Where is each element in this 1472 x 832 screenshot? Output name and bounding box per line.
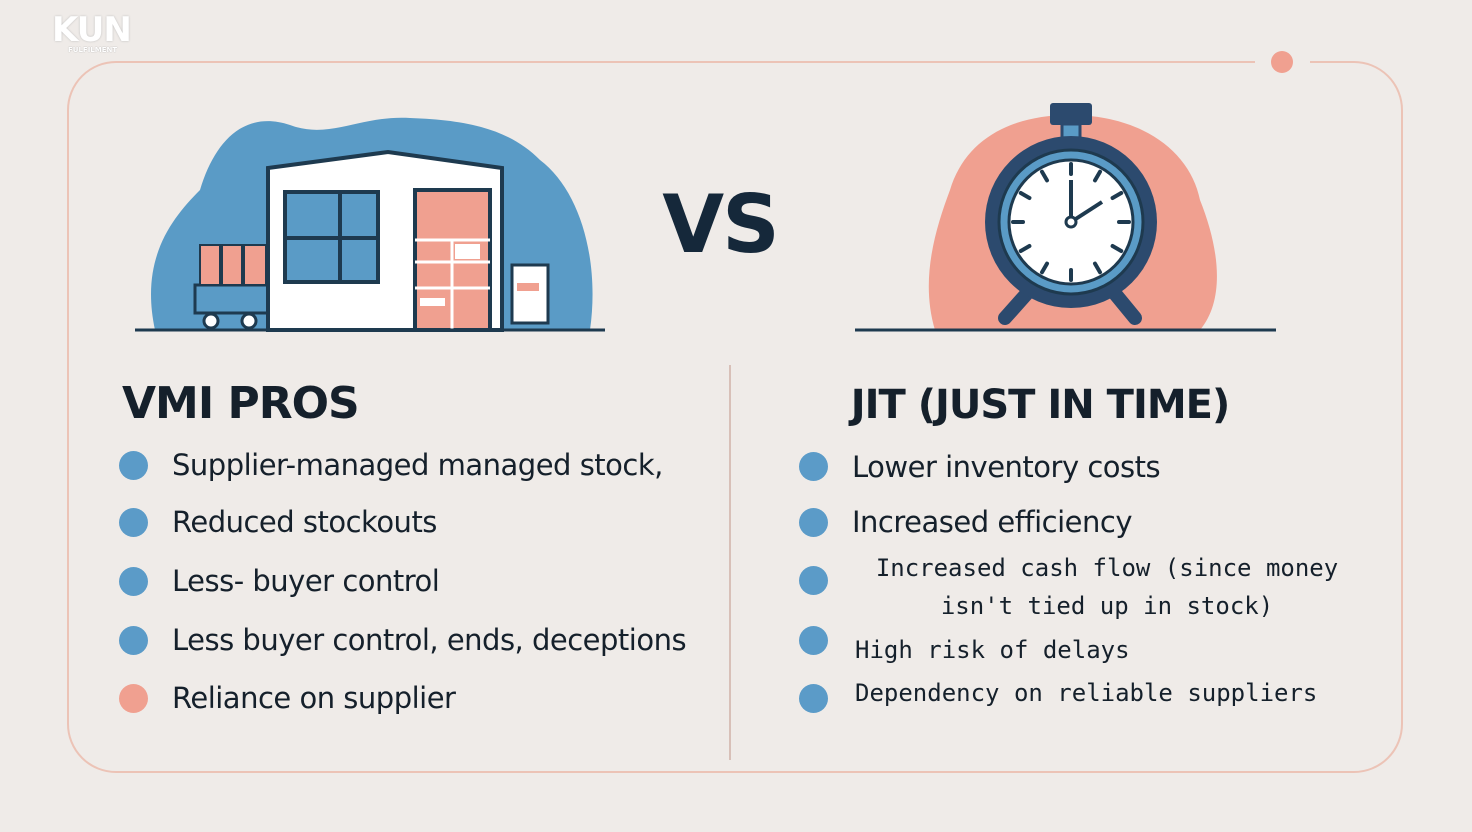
clock-tick — [1110, 244, 1124, 253]
bullet — [799, 626, 828, 655]
bullet — [799, 684, 828, 713]
right-item: Increased efficiency — [852, 505, 1133, 539]
right-item: Dependency on reliable suppliers — [855, 679, 1318, 707]
clock-tick — [1093, 261, 1102, 275]
clock-tick — [1093, 169, 1102, 183]
bullet — [119, 567, 148, 596]
warehouse — [135, 117, 605, 332]
clock-tick — [1018, 244, 1032, 253]
right-item: Lower inventory costs — [852, 450, 1161, 484]
logo-tagline: FULFILMENT — [68, 46, 118, 54]
clock-tick — [1018, 191, 1032, 200]
left-item: Reduced stockouts — [172, 505, 437, 539]
versus: VS — [662, 178, 780, 271]
bullet — [119, 508, 148, 537]
bullet — [119, 626, 148, 655]
left-item: Supplier-managed managed stock, — [172, 448, 663, 482]
right-item: Increased cash flow (since money isn't t… — [875, 554, 1339, 620]
right-item: High risk of delays — [855, 636, 1130, 664]
left-item: Less- buyer control — [172, 564, 440, 598]
clock-tick — [1040, 261, 1049, 275]
card — [67, 61, 1403, 773]
bullet — [119, 684, 148, 713]
bullet — [799, 452, 828, 481]
left-item: Reliance on supplier — [172, 681, 456, 715]
bullet — [799, 566, 828, 595]
left-title: VMI PROS — [122, 378, 360, 429]
clock-tick — [1040, 169, 1049, 183]
clock-tick — [1110, 191, 1124, 200]
logo: KUN — [52, 10, 132, 50]
bullet — [119, 451, 148, 480]
left-item: Less buyer control, ends, deceptions — [172, 623, 687, 657]
stopwatch — [855, 103, 1276, 332]
bullet — [799, 508, 828, 537]
right-title: JIT (JUST IN TIME) — [850, 382, 1231, 428]
accent-dot — [1271, 51, 1293, 73]
